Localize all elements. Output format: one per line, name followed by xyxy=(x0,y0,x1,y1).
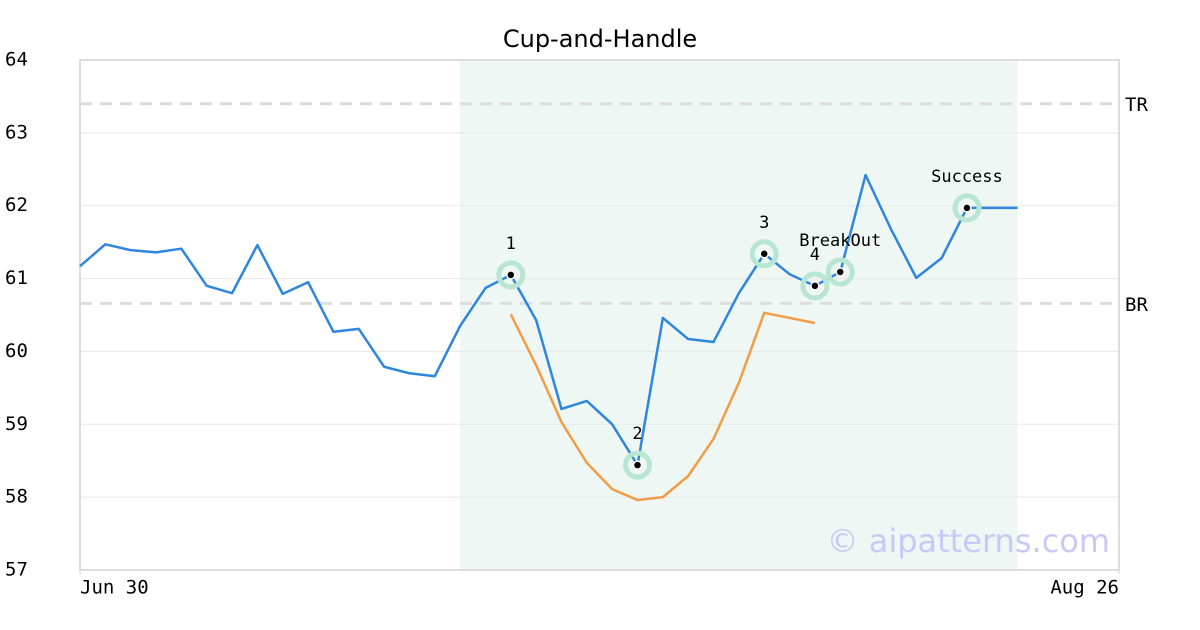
point-halo xyxy=(825,257,855,287)
y-tick-label: 59 xyxy=(5,413,28,435)
x-tick-label: Aug 26 xyxy=(1050,577,1119,599)
x-tick-label: Jun 30 xyxy=(80,577,149,599)
point-label: 2 xyxy=(632,424,642,444)
point-label: 4 xyxy=(810,245,820,265)
y-tick-label: 64 xyxy=(5,49,28,71)
level-label: TR xyxy=(1125,94,1148,116)
plot-frame xyxy=(79,59,1120,571)
point-marker xyxy=(835,267,845,277)
point-halo xyxy=(952,193,982,223)
point-halo xyxy=(749,239,779,269)
y-tick-label: 63 xyxy=(5,121,28,143)
point-halo xyxy=(496,260,526,290)
point-marker xyxy=(632,460,643,470)
y-tick-label: 60 xyxy=(5,340,28,362)
point-marker xyxy=(962,203,972,213)
point-marker xyxy=(506,270,516,280)
y-tick-label: 61 xyxy=(5,267,28,289)
point-label: Success xyxy=(931,167,1003,187)
pattern-region xyxy=(460,60,1018,570)
chart-title: Cup-and-Handle xyxy=(503,25,697,53)
point-label: 1 xyxy=(506,234,516,254)
y-tick-label: 57 xyxy=(5,559,28,581)
watermark: © aipatterns.com xyxy=(827,522,1110,560)
point-halo xyxy=(800,271,830,301)
series-line xyxy=(79,173,1018,467)
level-label: BR xyxy=(1125,294,1148,316)
point-marker xyxy=(759,249,769,259)
point-marker xyxy=(810,281,820,291)
point-label: BreakOut xyxy=(799,231,881,251)
y-tick-label: 62 xyxy=(5,194,28,216)
y-tick-label: 58 xyxy=(5,486,28,508)
point-label: 3 xyxy=(759,213,769,233)
series-line xyxy=(509,311,816,502)
point-halo xyxy=(623,450,653,480)
